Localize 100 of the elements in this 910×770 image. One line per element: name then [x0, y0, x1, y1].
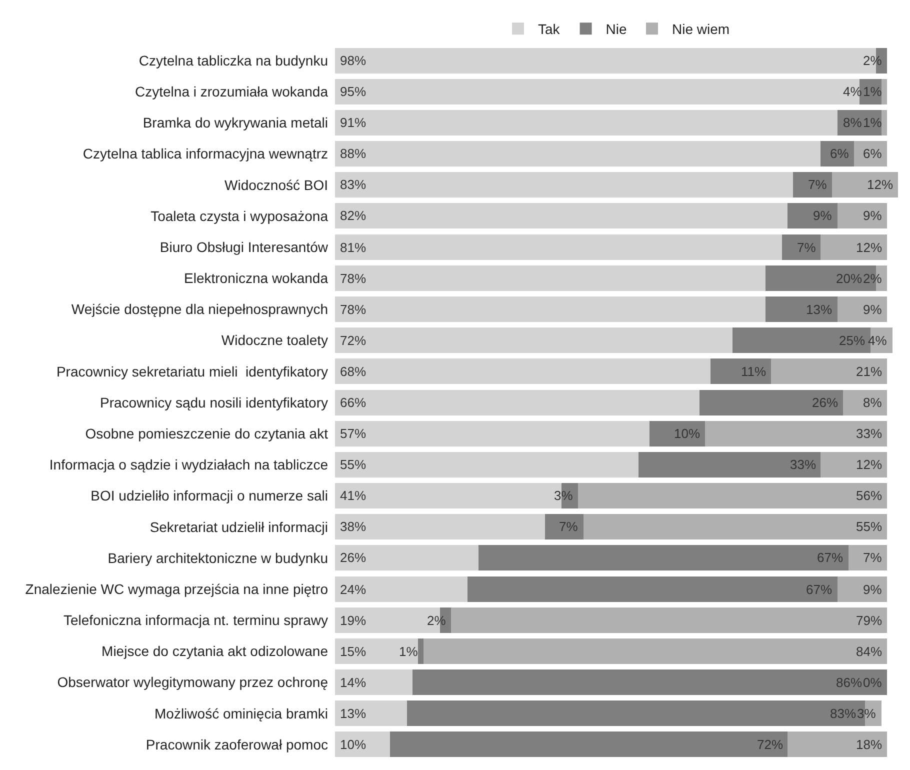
data-label: 8% — [843, 115, 862, 130]
bar — [335, 390, 700, 416]
y-tick-label: Sekretariat udzielił informacji — [150, 518, 328, 535]
data-label: 9% — [863, 208, 882, 223]
y-tick-label: Czytelna tabliczka na budynku — [138, 52, 328, 68]
y-tick-label: Czytelna i zrozumiała wokanda — [135, 84, 328, 100]
y-tick-label: Czytelna tablica informacyjna wewnątrz — [82, 146, 328, 162]
data-label: 7% — [797, 240, 816, 255]
bar — [418, 638, 424, 664]
bar — [335, 328, 732, 354]
bar — [390, 732, 788, 758]
data-label: 19% — [340, 613, 366, 628]
bar — [412, 670, 887, 696]
data-label: 9% — [813, 208, 832, 223]
y-tick-label: Widoczność BOI — [224, 176, 328, 193]
y-tick-label: Bramka do wykrywania metali — [142, 114, 328, 131]
y-tick-label: Możliwość ominięcia bramki — [154, 705, 328, 722]
bar — [335, 670, 412, 696]
data-label: 1% — [399, 644, 418, 659]
data-label: 83% — [340, 177, 366, 192]
data-label: 95% — [340, 84, 366, 99]
data-label: 38% — [340, 519, 366, 534]
bar — [544, 514, 584, 540]
data-label: 57% — [340, 426, 366, 441]
bar — [788, 203, 838, 229]
bar — [638, 452, 821, 478]
y-tick-label: Pracownik zaoferował pomoc — [146, 736, 328, 752]
data-label: 72% — [340, 333, 366, 348]
bar — [335, 420, 650, 446]
data-label: 67% — [817, 550, 844, 565]
bar — [335, 514, 545, 540]
data-label: 9% — [863, 582, 882, 597]
data-label: 11% — [741, 364, 766, 379]
data-label: 13% — [806, 302, 832, 317]
bar — [335, 545, 479, 571]
data-label: 78% — [340, 271, 366, 286]
data-label: 10% — [674, 426, 700, 441]
data-label: 9% — [863, 302, 882, 317]
bar — [478, 545, 848, 571]
data-label: 0% — [863, 675, 882, 690]
data-label: 98% — [340, 53, 366, 68]
data-label: 12% — [856, 457, 882, 472]
data-label: 2% — [863, 53, 882, 68]
data-label: 79% — [856, 613, 882, 628]
data-label: 14% — [340, 675, 366, 690]
legend-label: Nie — [606, 21, 628, 38]
data-label: 2% — [863, 271, 882, 286]
data-label: 67% — [806, 582, 832, 597]
bar — [650, 420, 705, 446]
bar — [335, 296, 766, 322]
data-label: 55% — [856, 519, 882, 534]
data-label: 7% — [863, 550, 882, 565]
bar — [423, 638, 887, 664]
data-label: 4% — [843, 84, 862, 99]
data-label: 18% — [856, 737, 882, 752]
bar — [820, 141, 854, 167]
bar — [467, 576, 838, 602]
bar — [881, 78, 887, 104]
data-label: 55% — [340, 457, 366, 472]
bar — [335, 732, 390, 758]
data-label: 33% — [790, 457, 816, 472]
y-tick-label: Pracownicy sekretariatu mieli identyfikatory — [56, 363, 328, 380]
data-label: 33% — [856, 426, 882, 441]
data-label: 12% — [867, 177, 894, 192]
data-label: 66% — [340, 395, 366, 410]
data-label: 1% — [863, 84, 882, 99]
bar — [335, 234, 782, 260]
data-label: 72% — [757, 737, 784, 752]
legend-label: Nie wiem — [672, 21, 730, 38]
y-tick-label: Osobne pomieszczenie do czytania akt — [85, 425, 328, 442]
bar — [837, 296, 887, 322]
y-tick-label: Miejsce do czytania akt odizolowane — [102, 643, 328, 660]
data-label: 56% — [856, 488, 882, 503]
data-label: 2% — [427, 613, 446, 628]
data-label: 82% — [340, 208, 366, 223]
bar — [842, 390, 887, 416]
data-label: 26% — [812, 395, 838, 410]
y-tick-label: Znalezienie WC wymaga przejścia na inne piętro — [25, 580, 328, 597]
bar — [335, 265, 766, 291]
bar — [335, 638, 418, 664]
y-tick-label: BOI udzieliło informacji o numerze sali — [90, 488, 328, 504]
data-label: 84% — [856, 644, 882, 659]
data-label: 7% — [559, 519, 578, 534]
data-label: 81% — [340, 240, 366, 255]
bar — [335, 576, 468, 602]
data-label: 15% — [340, 644, 366, 659]
legend-label: Tak — [538, 21, 561, 38]
data-label: 41% — [340, 488, 366, 503]
y-tick-label: Telefoniczna informacja nt. terminu sprawy — [63, 612, 328, 628]
y-tick-label: Toaleta czysta i wyposażona — [150, 208, 328, 224]
data-label: 7% — [808, 177, 828, 192]
y-tick-label: Elektroniczna wokanda — [184, 270, 328, 286]
bar — [450, 607, 887, 633]
bar — [583, 514, 887, 540]
data-label: 8% — [863, 395, 882, 410]
y-tick-label: Informacja o sądzie i wydziałach na tabliczce — [49, 456, 328, 473]
data-label: 20% — [836, 271, 862, 286]
y-tick-label: Pracownicy sądu nosili identyfikatory — [100, 394, 328, 410]
bar — [848, 545, 887, 571]
bar — [710, 358, 772, 384]
